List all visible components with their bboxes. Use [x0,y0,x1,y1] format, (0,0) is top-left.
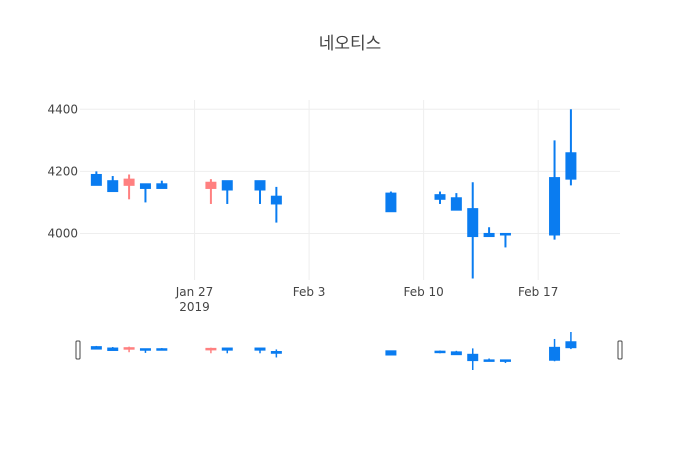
candle-body[interactable] [565,341,577,349]
candlestick-mini[interactable] [156,348,168,351]
candle-body[interactable] [139,183,151,189]
candle-body[interactable] [450,351,462,356]
candlestick-mini[interactable] [90,345,102,350]
candlestick[interactable] [254,180,266,204]
candle-body[interactable] [385,192,397,213]
range-slider-left-handle[interactable] [75,340,81,360]
candle-body[interactable] [205,347,217,351]
candle-body[interactable] [123,178,135,186]
candlestick[interactable] [549,140,561,240]
candle-body[interactable] [434,194,446,200]
range-slider[interactable] [75,332,623,370]
candlestick[interactable] [123,174,135,200]
candlestick[interactable] [107,176,119,193]
candlestick[interactable] [499,232,511,248]
y-tick-label: 4200 [47,164,78,178]
x-tick-label: Jan 27 [175,285,214,299]
candlestick[interactable] [450,193,462,211]
candlestick[interactable] [205,179,217,204]
candle-body[interactable] [483,232,495,238]
candle-body[interactable] [156,183,168,189]
candlestick-mini[interactable] [254,347,266,354]
chart-title: 네오티스 [319,34,382,54]
candlestick-mini[interactable] [205,347,217,354]
candlestick-mini[interactable] [467,348,479,370]
candlestick[interactable] [483,227,495,238]
candle-body[interactable] [467,353,479,362]
candle-body[interactable] [467,208,479,238]
candle-body[interactable] [123,347,135,350]
candlestick[interactable] [434,191,446,204]
grid-layer [80,100,620,280]
y-tick-label: 4000 [47,226,78,240]
candlestick[interactable] [565,109,577,186]
candle-body[interactable] [139,348,151,351]
candlestick[interactable] [90,171,102,186]
candle-body[interactable] [107,180,119,193]
candlestick[interactable] [467,182,479,279]
candlestick[interactable] [270,186,282,223]
candle-body[interactable] [434,350,446,354]
candlestick-mini[interactable] [434,350,446,354]
candle-body[interactable] [565,152,577,180]
candlestick-mini[interactable] [499,359,511,364]
x-tick-label: Feb 3 [293,285,326,299]
candlestick[interactable] [385,191,397,213]
x-tick-year-label: 2019 [179,300,210,314]
x-tick-label: Feb 10 [403,285,443,299]
candle-body[interactable] [254,347,266,351]
candlestick-mini[interactable] [483,358,495,362]
candlestick-mini[interactable] [385,350,397,356]
candle-body[interactable] [385,350,397,356]
candle-body[interactable] [221,180,233,191]
candle-body[interactable] [221,347,233,351]
candlestick-mini[interactable] [221,347,233,354]
candlestick[interactable] [221,180,233,204]
candle-body[interactable] [270,351,282,354]
x-tick-label: Feb 17 [518,285,558,299]
candlestick[interactable] [139,183,151,203]
range-slider-right-handle[interactable] [617,340,623,360]
candle-layer[interactable] [90,109,577,279]
candle-body[interactable] [90,173,102,186]
candlestick-mini[interactable] [450,350,462,356]
candlestick-mini[interactable] [107,346,119,351]
candlestick-mini[interactable] [270,349,282,358]
candle-body[interactable] [270,195,282,205]
candle-body[interactable] [549,346,561,361]
candle-body[interactable] [483,359,495,362]
candle-body[interactable] [90,346,102,350]
candlestick-mini[interactable] [123,346,135,353]
candle-body[interactable] [499,359,511,362]
candle-body[interactable] [499,232,511,236]
candle-body[interactable] [254,180,266,191]
candle-body[interactable] [205,181,217,189]
candle-body[interactable] [549,177,561,236]
candlestick-mini[interactable] [565,332,577,350]
y-tick-label: 4400 [47,102,78,116]
candle-body[interactable] [156,348,168,351]
candlestick-mini[interactable] [549,338,561,362]
candle-body[interactable] [450,197,462,211]
candlestick[interactable] [156,180,168,189]
candle-body[interactable] [107,347,119,351]
candlestick-mini[interactable] [139,348,151,353]
